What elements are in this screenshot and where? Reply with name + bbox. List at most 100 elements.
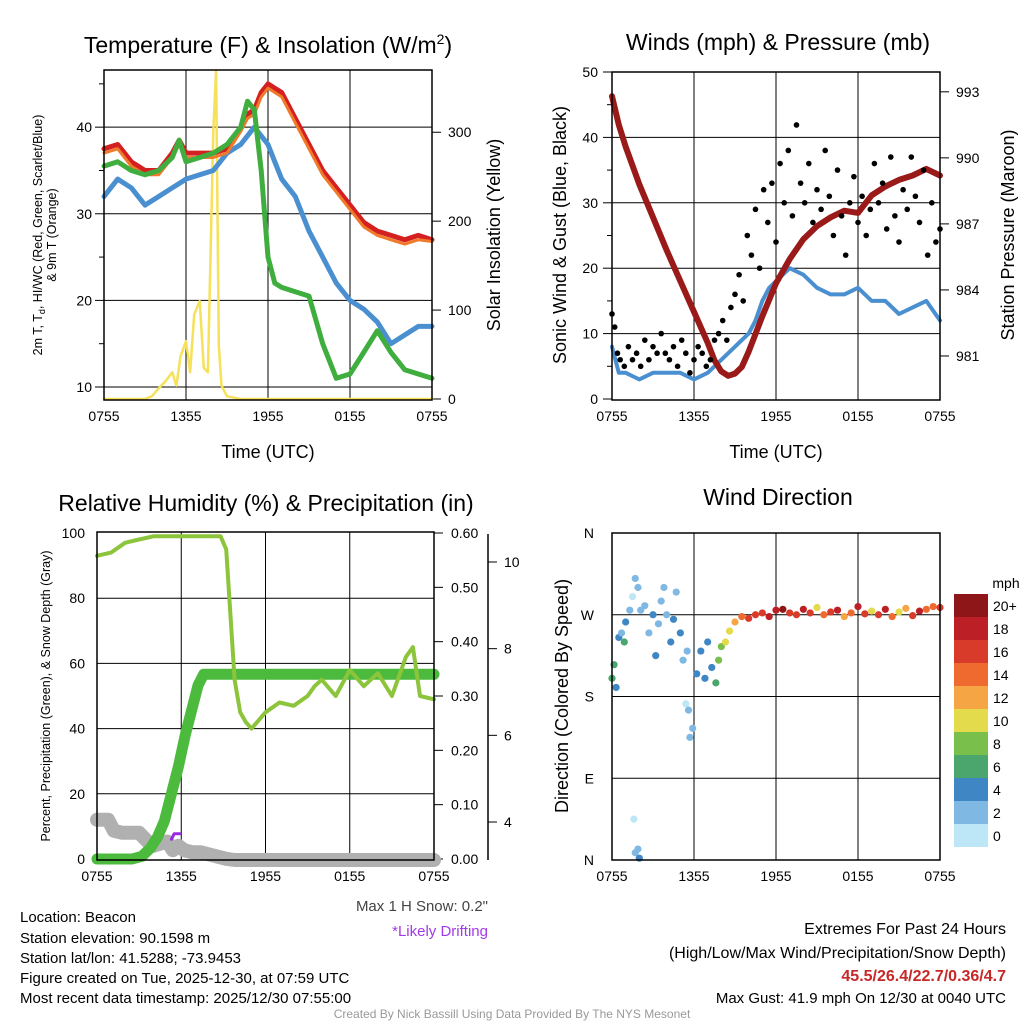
wind-direction-point (617, 629, 626, 637)
rh-ytick-label: 0 (77, 851, 85, 867)
rh-xtick-label: 0155 (334, 868, 365, 884)
wind-direction-point (833, 606, 842, 614)
relative-humidity-line (95, 534, 436, 731)
gust-point (707, 356, 714, 363)
gust-point (777, 160, 783, 167)
gust-point (674, 363, 681, 370)
wind-xtick-label: 0755 (596, 408, 627, 424)
series-blue-line (101, 124, 435, 347)
wind-xlabel: Time (UTC) (729, 442, 822, 462)
temp-xlabel: Time (UTC) (221, 442, 314, 462)
wind-direction-point (772, 606, 780, 614)
wind-direction-point (654, 620, 663, 628)
wind-xtick-label: 1955 (760, 408, 791, 424)
gust-point (801, 200, 808, 206)
rh-ytick-label: 80 (69, 590, 85, 606)
wind-direction-point (758, 609, 766, 617)
gust-point (900, 186, 906, 193)
direction-xtick-label: 0155 (842, 868, 873, 884)
wind-direction-point (660, 583, 668, 592)
wind-direction-point (684, 706, 693, 714)
wind-direction-point (861, 610, 869, 618)
wind-direction-point (645, 629, 653, 637)
wind-direction-point (915, 607, 924, 615)
precip-ytick-label: 0.30 (451, 688, 478, 704)
precip-ytick-label: 0.60 (451, 525, 478, 541)
gust-point (789, 213, 796, 219)
credit-text: Created By Nick Bassill Using Data Provi… (334, 1007, 691, 1021)
gust-point (859, 193, 865, 200)
wind-direction-point (847, 609, 855, 617)
gust-point (847, 200, 853, 206)
wind-direction-point (701, 674, 709, 682)
wind-direction-point (895, 608, 903, 616)
wind-ytick-label: 0 (590, 391, 598, 407)
gust-point (740, 298, 746, 304)
direction-xtick-label: 1955 (760, 868, 791, 884)
gust-point (883, 226, 890, 232)
wind-direction-point (630, 815, 638, 823)
pressure-ytick-label: 990 (956, 150, 980, 166)
rh-ytick-label: 100 (62, 525, 86, 541)
wind-direction-point (641, 602, 649, 610)
wind-direction-point (909, 612, 917, 620)
legend-label: 8 (993, 736, 1001, 752)
legend-label: 18 (993, 621, 1009, 637)
gust-point (912, 193, 919, 200)
legend-label: 12 (993, 690, 1009, 706)
gust-point (703, 363, 710, 370)
gust-point (797, 180, 804, 186)
wind-direction-point (715, 656, 723, 664)
legend-swatch (954, 640, 988, 663)
precip-ytick-label: 0.20 (451, 742, 478, 758)
wind-direction-point (738, 612, 746, 621)
wind-direction-point (806, 609, 814, 617)
gust-point (842, 252, 849, 258)
gust-point (642, 337, 648, 343)
gust-point (650, 343, 656, 350)
wind-direction-point (745, 614, 753, 622)
extremes-values: 45.5/26.4/22.7/0.36/4.7 (841, 968, 1006, 985)
gust-point (666, 356, 673, 363)
temp-xtick-label: 1355 (170, 408, 201, 424)
gust-point (826, 193, 833, 200)
wind-direction-point (902, 604, 910, 612)
wind-direction-point (669, 615, 678, 623)
pressure-ytick-label: 993 (956, 84, 980, 100)
precip-ytick-label: 0.10 (451, 797, 478, 813)
wind-direction-point (612, 683, 620, 692)
wind-direction-point (888, 612, 896, 621)
max-snow-text: Max 1 H Snow: 0.2" (356, 898, 488, 915)
gust-point (924, 252, 931, 258)
wind-direction-point (712, 679, 720, 687)
wind-ytick-label: 30 (582, 195, 598, 211)
wind-direction-point (721, 638, 730, 646)
direction-ytick-label: N (584, 525, 594, 541)
gust-point (687, 370, 693, 376)
temp-ytick-label: 10 (76, 379, 92, 395)
gust-point (773, 239, 779, 245)
wind-direction-point (649, 611, 657, 619)
gust-point (748, 252, 755, 258)
pressure-ytick-label: 987 (956, 216, 980, 232)
wind-direction-point (874, 611, 883, 619)
wind-xtick-label: 1355 (678, 408, 709, 424)
wind-ytick-label: 40 (582, 129, 598, 145)
rh-ytick-label: 60 (69, 655, 85, 671)
gust-point (691, 356, 697, 363)
wind-direction-point (868, 607, 876, 615)
legend-swatch (954, 686, 988, 709)
pressure-y2label: Station Pressure (Maroon) (998, 129, 1018, 340)
gust-point (851, 173, 857, 180)
gust-point (838, 213, 845, 219)
wind-direction-point (799, 605, 807, 613)
gust-point (625, 343, 632, 350)
legend-label: 4 (993, 782, 1001, 798)
wind-xtick-label: 0755 (924, 408, 955, 424)
legend-label: 0 (993, 828, 1001, 844)
wind-direction-point (779, 605, 787, 613)
gust-point (879, 180, 886, 186)
gust-point (715, 330, 722, 337)
extremes-subtitle: (High/Low/Max Wind/Precipitation/Snow De… (669, 945, 1006, 962)
